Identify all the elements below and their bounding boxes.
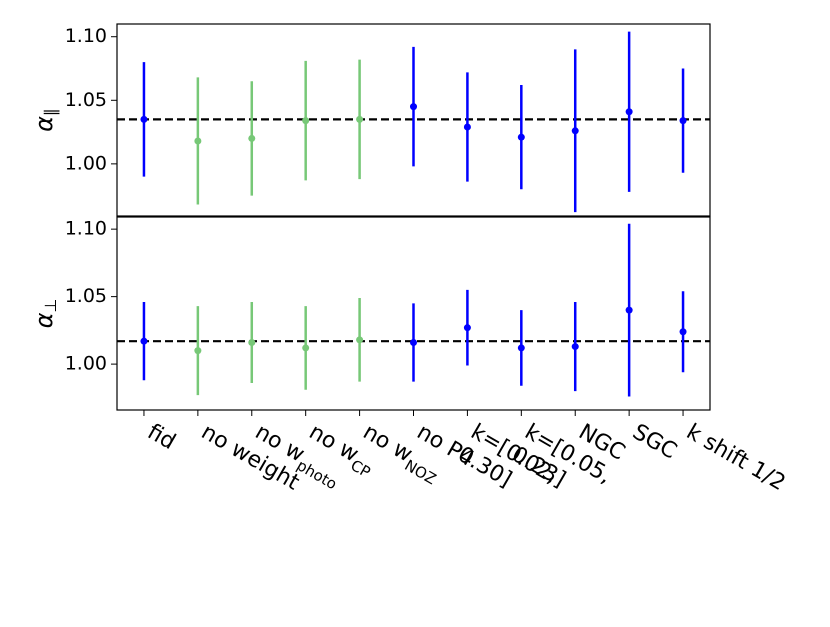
- y-label-main: α: [30, 116, 58, 132]
- point: [410, 339, 417, 347]
- point: [140, 337, 148, 345]
- y-axis-label: α⊥: [30, 299, 60, 329]
- y-tick-label: 1.10: [65, 25, 107, 47]
- point: [463, 123, 471, 131]
- y-axis-label: α∥: [30, 108, 60, 132]
- point: [463, 324, 471, 332]
- point: [302, 117, 310, 125]
- x-tick-label: SGC: [628, 420, 681, 465]
- point: [248, 134, 256, 142]
- point: [625, 108, 633, 116]
- point: [571, 127, 579, 135]
- point: [571, 343, 579, 351]
- y-tick-label: 1.05: [65, 89, 107, 111]
- point: [140, 115, 148, 123]
- x-tick-label-sub: NOZ: [401, 456, 439, 488]
- x-tick-label: fid: [143, 420, 180, 456]
- y-tick-label: 1.00: [65, 152, 107, 174]
- point: [410, 103, 417, 111]
- point: [356, 336, 364, 344]
- y-label-main: α: [30, 312, 58, 328]
- point: [517, 344, 525, 352]
- y-tick-label: 1.00: [65, 353, 107, 375]
- x-tick-label-sub: photo: [294, 456, 340, 493]
- point: [248, 339, 256, 347]
- point: [194, 347, 202, 355]
- point: [356, 115, 364, 123]
- plot-frame: [116, 23, 711, 217]
- x-tick-label: k shift 1/2: [682, 420, 789, 496]
- point: [517, 133, 525, 141]
- point: [302, 344, 310, 352]
- y-label-sub: ∥: [41, 108, 60, 116]
- point: [679, 117, 687, 125]
- point: [194, 137, 202, 145]
- point: [625, 306, 633, 314]
- y-tick-label: 1.10: [65, 218, 107, 240]
- point: [679, 328, 687, 336]
- y-label-sub: ⊥: [41, 299, 60, 313]
- y-tick-label: 1.05: [65, 285, 107, 307]
